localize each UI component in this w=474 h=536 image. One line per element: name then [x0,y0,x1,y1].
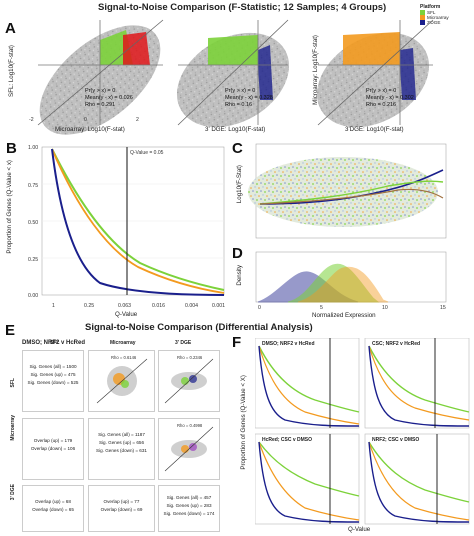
b-xtick-2: 0.25 [84,303,95,309]
scatter-a1 [37,19,164,135]
a1-tick-2: 0 [84,117,87,123]
c-xtick-1: 0 [258,305,261,311]
panel-e-title: Signal-to-Noise Comparison (Differential… [85,322,313,333]
e-row-3dge: 3' DGE [10,484,16,501]
platform-legend: Platform SFL Microarray 3'DGE [420,4,449,25]
panel-d-plot [255,251,447,303]
a1-xlabel: Microarray: Log10(F-stat) [55,126,125,133]
b-xtick-1: 1 [52,303,55,309]
a1-tick-1: -2 [29,117,34,123]
c-ylabel: Log10(F-Stat) [236,165,243,204]
a1-ylabel: SFL: Log10(F-stat) [8,45,15,97]
panel-f-label: F [232,334,242,351]
panel-e-label: E [5,322,16,339]
legend-item-microarray: Microarray [420,15,449,20]
legend-item-sfl: SFL [420,10,449,15]
b-ytick-4: 0.25 [28,257,39,263]
panel-c-plot [248,143,447,239]
scatter-a3 [316,19,434,128]
b-ytick-3: 0.50 [28,220,39,226]
e-cell-overlap-dge-micro: Overlap (up) = 77 Overlap (down) = 69 [88,485,155,532]
e-scatter-dge-sfl: Rho = 0.2346 [158,350,220,412]
e-cell-sfl-sfl: Sig. Genes (all) = 1500 Sig. Genes (up) … [22,350,84,412]
e-cell-micro-micro: Sig. Genes (all) = 1187 Sig. Genes (up) … [88,418,155,480]
b-xtick-4: 0.016 [152,303,165,309]
a2-stats: Pr(y > x) = 0 Mean(y - x) = 0.328 Rho = … [225,88,273,108]
panel-b-label: B [6,140,17,157]
f-ylabel: Proportion of Genes (Q-Value < X) [240,375,247,470]
e-col-sfl: SFL [50,340,60,346]
c-xtick-4: 15 [440,305,446,311]
legend-title: Platform [420,4,441,10]
b-ytick-2: 0.75 [28,183,39,189]
e-col-3dge: 3' DGE [175,340,192,346]
f-sub-4-title: NRF2; CSC v DMSO [372,437,420,443]
b-xtick-5: 0.004 [185,303,198,309]
c-xtick-3: 10 [382,305,388,311]
panel-c-label: C [232,140,243,157]
e-row-microarray: Microarray [10,415,16,441]
b-xtick-6: 0.001 [212,303,225,309]
e-scatter-micro-sfl: Rho = 0.6146 [88,350,155,412]
panel-d-label: D [232,245,243,262]
a3-xlabel: 3'DGE: Log10(F-stat) [345,126,404,133]
b-xtick-3: 0.063 [118,303,131,309]
b-xlabel: Q-Value [115,311,138,318]
a3-stats: Pr(y > x) = 0 Mean(y - x) = 0.302 Rho = … [366,88,414,108]
d-ylabel: Density [236,265,243,286]
f-sub-2-title: CSC; NRF2 v HcRed [372,341,421,347]
b-ytick-1: 1.00 [28,145,39,151]
e-cell-dge-dge: Sig. Genes (all) = 457 Sig. Genes (up) =… [158,485,220,532]
figure-title-top: Signal-to-Noise Comparison (F-Statistic;… [98,2,387,13]
scatter-a2 [176,19,290,128]
f-sub-3-title: HcRed; CSC v DMSO [262,437,313,443]
b-annotation: Q-Value = 0.05 [130,150,164,156]
e-cell-overlap-dge-sfl: Overlap (up) = 68 Overlap (down) = 65 [22,485,84,532]
panel-a-scatters [37,19,434,135]
a2-xlabel: 3' DGE: Log10(F-stat) [205,126,266,133]
a1-tick-3: 2 [136,117,139,123]
e-row-sfl: SFL [10,378,16,388]
e-cell-overlap-micro-sfl: Overlap (up) = 179 Overlap (down) = 106 [22,418,84,480]
c-xlabel: Normalized Expression [312,312,376,319]
f-sub-1-title: DMSO; NRF2 v HcRed [262,341,315,347]
panel-b-plot [41,146,225,296]
e-scatter-dge-micro: Rho = 0.4998 [158,418,220,480]
panel-a-label: A [5,20,16,37]
panel-f-plots [255,338,470,525]
b-ylabel: Proportion of Genes (Q-Value < x) [6,160,13,254]
a3-ylabel: Microarray: Log10(F-stat) [312,35,319,105]
e-col-microarray: Microarray [110,340,136,346]
b-ytick-5: 0.00 [28,293,39,299]
f-xlabel: Q-Value [348,526,371,533]
a1-stats: Pr(y > x) = 0 Mean(y - x) = 0.026 Rho = … [85,88,133,108]
legend-item-3dge: 3'DGE [420,20,449,25]
panel-e-subtitle: DMSO; NRF2 v HcRed [22,340,86,346]
c-xtick-2: 5 [320,305,323,311]
